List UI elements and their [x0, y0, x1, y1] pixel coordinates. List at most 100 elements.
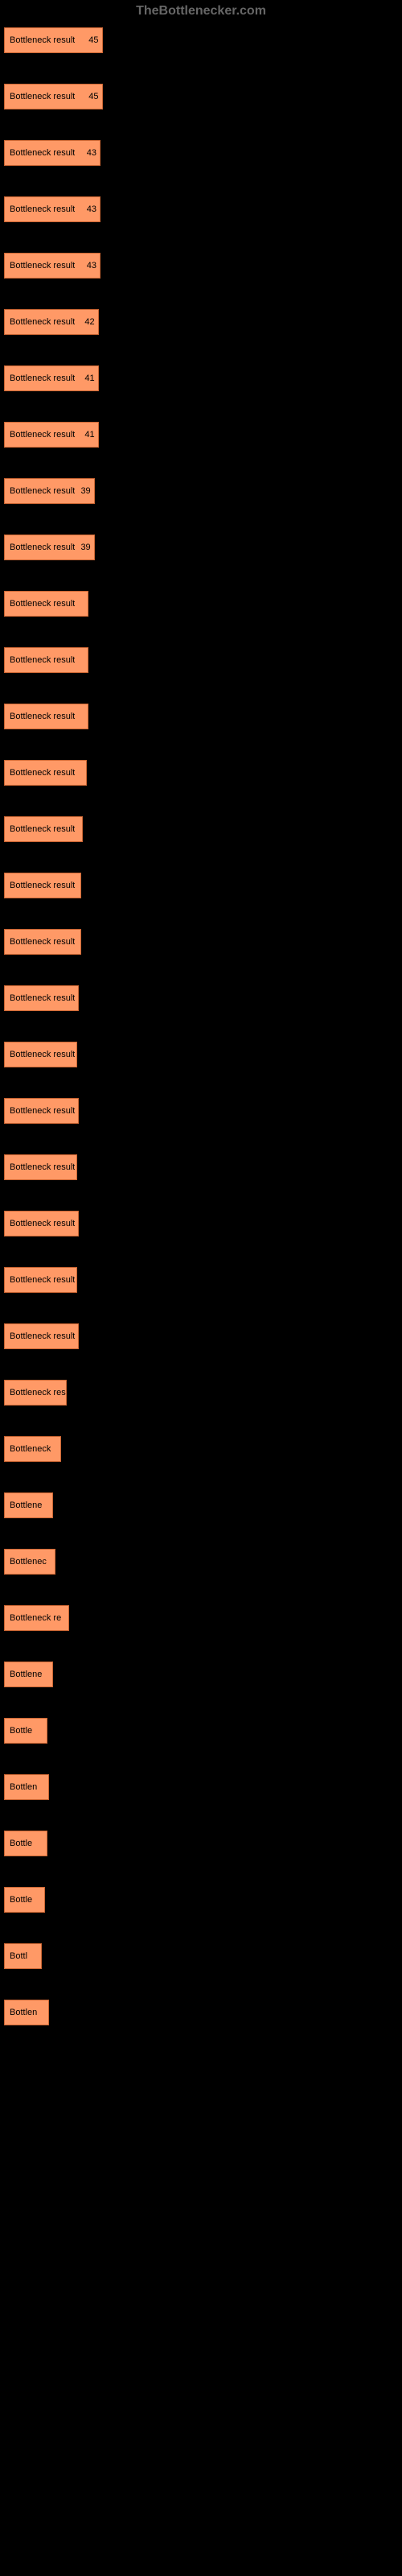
bar: Bottleneck result45: [4, 84, 103, 109]
bar-text: Bottlen: [5, 2008, 37, 2017]
bar-text: Bottle: [5, 1839, 32, 1848]
bar-value: 41: [84, 374, 94, 383]
bar: Bottle: [4, 1718, 47, 1744]
bar-row: Bottleneck result 43: [4, 140, 398, 166]
bar: Bottlene: [4, 1492, 53, 1518]
bar-text: Bottleneck result: [5, 543, 75, 552]
bar-row: Bottleneck result 41: [4, 422, 398, 448]
bar-group: Bottlenec: [4, 1549, 398, 1575]
bar-row: Bottleneck result: [4, 985, 398, 1011]
bar-group: Bottleneck result 43: [4, 140, 398, 166]
bar-text: Bottleneck result: [5, 768, 75, 778]
bar-group: Bottleneck result41: [4, 365, 398, 391]
bar-value: 41: [84, 430, 94, 440]
bar-text: Bottleneck result: [5, 430, 75, 440]
bar-text: Bottlene: [5, 1670, 42, 1679]
bar-value: 43: [87, 148, 96, 158]
bar-row: Bottleneck result45: [4, 84, 398, 109]
bar-text: Bottleneck result: [5, 1331, 75, 1341]
bar-group: Bottleneck result: [4, 929, 398, 955]
bar-group: Bottleneck result: [4, 704, 398, 729]
bar-text: Bottleneck result: [5, 712, 75, 721]
bar: Bottl: [4, 1943, 42, 1969]
bar: Bottleneck result: [4, 591, 88, 617]
bar-row: Bottleneck result: [4, 704, 398, 729]
bar-row: Bottle: [4, 1718, 398, 1744]
bar-row: Bottleneck result: [4, 647, 398, 673]
bar-value: 45: [88, 35, 98, 45]
bar-group: Bottleneck result: [4, 985, 398, 1011]
bar-text: Bottleneck result: [5, 993, 75, 1003]
bar-group: Bottlen: [4, 1774, 398, 1800]
bar: Bottleneck result: [4, 1267, 77, 1293]
bar-group: Bottleneck result42: [4, 309, 398, 335]
bar-group: Bottleneck result: [4, 1267, 398, 1293]
bar-group: Bottleneck result: [4, 1211, 398, 1236]
bar-group: Bottle: [4, 1831, 398, 1856]
bar: Bottle: [4, 1887, 45, 1913]
bar-group: Bottleneck result43: [4, 253, 398, 279]
bar-row: Bottleneck result: [4, 1154, 398, 1180]
bar-group: Bottlene: [4, 1662, 398, 1687]
bar-group: Bottleneck result: [4, 1380, 398, 1406]
bar: Bottleneck result 43: [4, 196, 100, 222]
bar: Bottlene: [4, 1662, 53, 1687]
bar-text: Bottleneck result: [5, 486, 75, 496]
bar-text: Bottle: [5, 1726, 32, 1736]
bar-row: Bottleneck result: [4, 1098, 398, 1124]
bar-group: Bottleneck result: [4, 760, 398, 786]
bar-row: Bottleneck result 39: [4, 478, 398, 504]
bar-text: Bottl: [5, 1951, 27, 1961]
bar-group: Bottle: [4, 1718, 398, 1744]
bar-row: Bottlen: [4, 2000, 398, 2025]
bar-text: Bottleneck result: [5, 148, 75, 158]
bar: Bottleneck result 41: [4, 422, 99, 448]
bar-group: Bottlen: [4, 2000, 398, 2025]
bar-group: Bottleneck result: [4, 1323, 398, 1349]
bar: Bottlen: [4, 1774, 49, 1800]
bar-row: Bottleneck result43: [4, 253, 398, 279]
bar: Bottleneck result 45: [4, 27, 103, 53]
bar-text: Bottlen: [5, 1782, 37, 1792]
bar: Bottleneck result: [4, 1154, 77, 1180]
bar: Bottleneck result: [4, 816, 83, 842]
bar-group: Bottleneck result: [4, 1098, 398, 1124]
bar: Bottleneck result: [4, 873, 81, 898]
bar-group: Bottleneck result 41: [4, 422, 398, 448]
bar: Bottleneck result: [4, 760, 87, 786]
bar: Bottleneck result: [4, 1098, 79, 1124]
bar-text: Bottleneck result: [5, 1162, 75, 1172]
bar-group: Bottleneck result39: [4, 535, 398, 560]
bar-row: Bottleneck result 43: [4, 196, 398, 222]
bar-row: Bottleneck result41: [4, 365, 398, 391]
bar-text: Bottleneck result: [5, 1219, 75, 1228]
bar: Bottleneck result: [4, 1380, 67, 1406]
bar-value: 39: [80, 486, 90, 496]
bar-row: Bottleneck result42: [4, 309, 398, 335]
bar-text: Bottleneck result: [5, 655, 75, 665]
bar-text: Bottleneck result: [5, 35, 75, 45]
bar-row: Bottleneck result: [4, 929, 398, 955]
bar-row: Bottleneck result: [4, 1211, 398, 1236]
bar-text: Bottleneck result: [5, 1275, 75, 1285]
bar-row: Bottle: [4, 1887, 398, 1913]
bar-value: 43: [87, 204, 96, 214]
bar-group: Bottleneck result 39: [4, 478, 398, 504]
bar-row: Bottleneck result: [4, 1380, 398, 1406]
bar-text: Bottleneck result: [5, 824, 75, 834]
bar-group: Bottlene: [4, 1492, 398, 1518]
bar-row: Bottl: [4, 1943, 398, 1969]
bar-group: Bottleneck result: [4, 1042, 398, 1067]
bar-row: Bottleneck result: [4, 591, 398, 617]
bar-row: Bottleneck result: [4, 1267, 398, 1293]
bar-row: Bottlene: [4, 1492, 398, 1518]
bar: Bottleneck result: [4, 647, 88, 673]
bar: Bottleneck result43: [4, 253, 100, 279]
bar-row: Bottleneck result: [4, 1323, 398, 1349]
bar-group: Bottle: [4, 1887, 398, 1913]
bar-group: Bottleneck result 45: [4, 27, 398, 53]
bar-text: Bottleneck result: [5, 937, 75, 947]
bar-text: Bottleneck result: [5, 204, 75, 214]
bar-group: Bottleneck result: [4, 816, 398, 842]
bar: Bottlenec: [4, 1549, 55, 1575]
